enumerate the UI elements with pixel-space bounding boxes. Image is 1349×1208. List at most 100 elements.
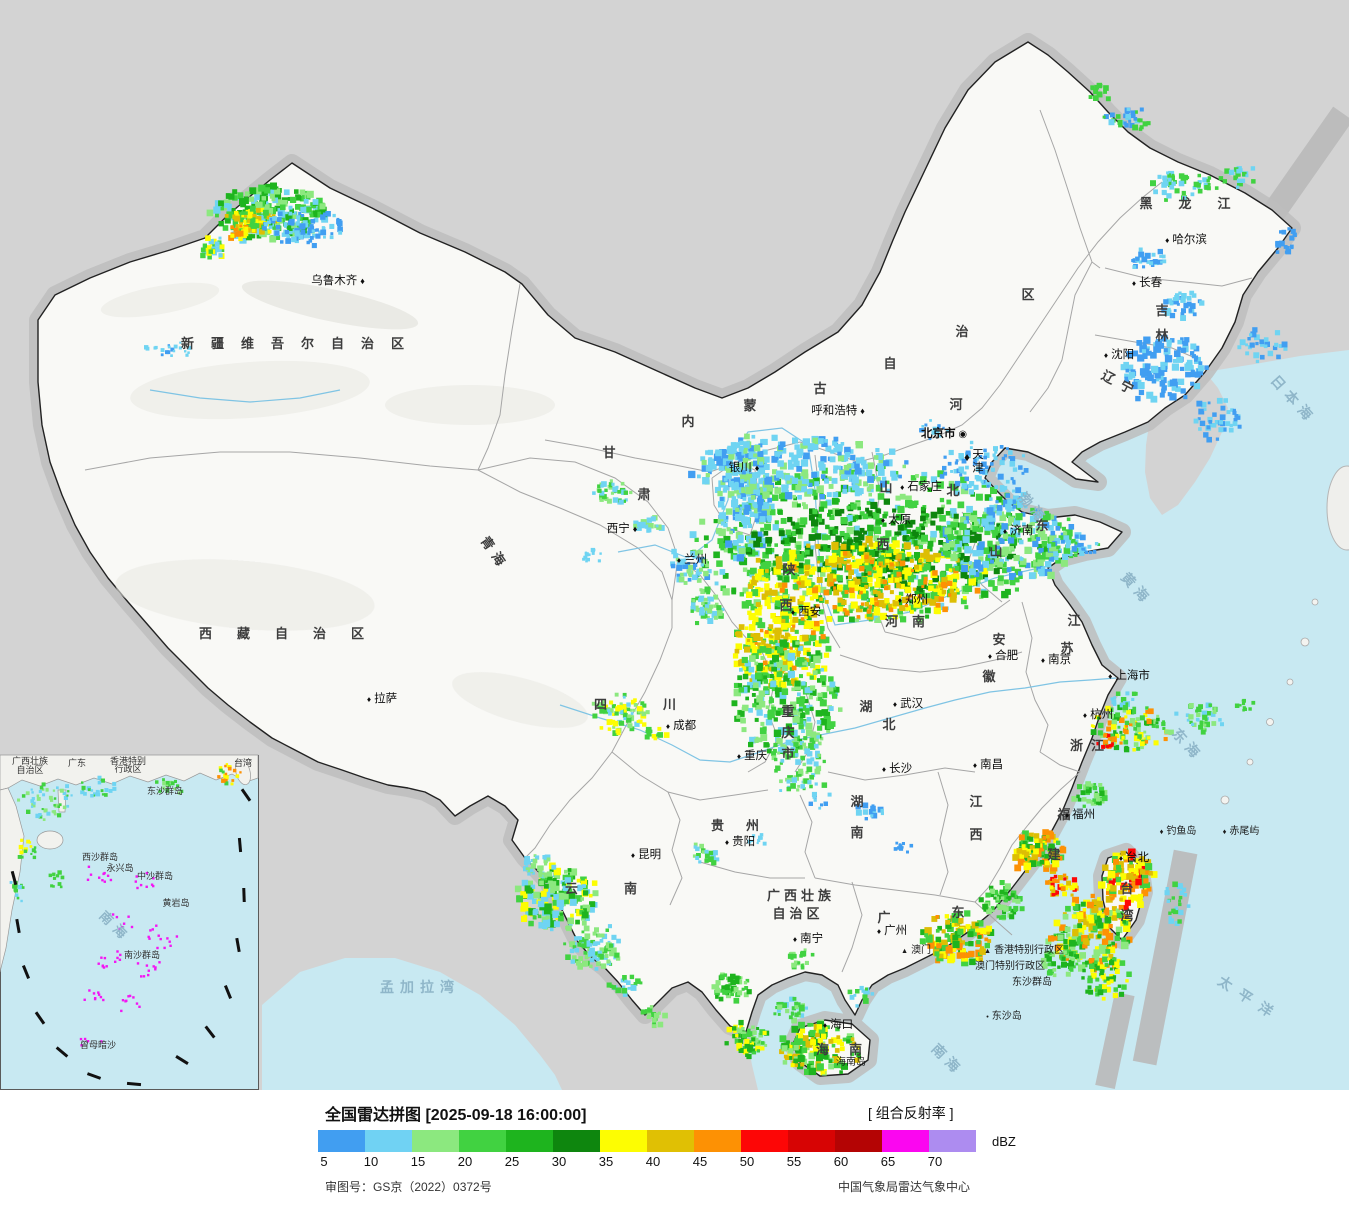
radar-echo-pixel [735,980,740,985]
radar-echo-pixel [771,755,777,761]
radar-echo-pixel [1236,415,1241,420]
radar-echo-pixel [738,710,745,717]
radar-echo-pixel [1214,420,1220,425]
radar-echo-pixel [773,1012,777,1016]
radar-echo-pixel [256,216,262,221]
radar-echo-pixel [839,508,845,514]
radar-echo-pixel [928,585,934,592]
radar-echo-pixel [792,753,795,757]
radar-echo-pixel [696,578,702,583]
radar-echo-pixel [1193,383,1201,390]
radar-echo-pixel [755,672,762,680]
radar-echo-pixel [218,200,224,207]
radar-echo-pixel [861,576,868,583]
radar-echo-pixel [991,526,999,534]
radar-echo-pixel [777,707,785,715]
radar-echo-pixel [604,488,608,492]
radar-echo-pixel [874,475,879,480]
radar-echo-pixel [759,628,764,633]
radar-echo-pixel [796,466,803,472]
radar-echo-pixel [990,559,998,568]
radar-echo-pixel [1175,386,1181,392]
radar-echo-pixel [854,515,859,520]
radar-echo-pixel [808,1060,815,1067]
radar-echo-pixel [754,642,758,645]
radar-echo-pixel [846,1039,851,1044]
radar-echo-pixel [734,715,741,722]
radar-echo-pixel [1142,265,1146,269]
radar-echo-pixel [1028,832,1034,838]
radar-echo-pixel [1150,395,1158,403]
radar-echo-pixel [1161,385,1167,391]
radar-echo-pixel [787,712,792,717]
radar-echo-pixel [800,1062,805,1067]
radar-echo-pixel [616,938,621,944]
radar-echo-pixel [732,498,738,505]
radar-echo-pixel [1175,297,1179,301]
radar-echo-pixel [606,707,611,711]
radar-echo-pixel [864,555,872,563]
radar-echo-pixel [583,951,588,955]
radar-echo-pixel [994,485,999,489]
radar-echo-pixel [706,590,710,595]
radar-echo-pixel [720,546,725,551]
radar-echo-pixel [811,527,817,533]
radar-echo-pixel [1190,351,1195,356]
radar-echo-pixel [647,1007,653,1013]
radar-echo-pixel [609,951,615,957]
radar-echo-pixel [801,1047,808,1053]
radar-echo-pixel [759,587,764,592]
radar-echo-pixel [757,450,764,457]
radar-echo-pixel [897,558,901,562]
radar-echo-pixel [818,697,822,701]
radar-echo-pixel [947,534,954,540]
radar-echo-pixel [652,1017,657,1023]
radar-echo-pixel [1042,840,1047,846]
radar-echo-pixel [872,568,877,574]
radar-echo-pixel [1012,899,1016,903]
radar-echo-pixel [569,941,575,948]
radar-echo-pixel [1014,568,1022,576]
radar-echo-pixel [803,621,811,629]
radar-echo-pixel [923,548,930,556]
radar-echo-pixel [581,916,586,921]
radar-echo-pixel [870,502,876,508]
radar-echo-pixel [819,620,824,624]
radar-echo-pixel [722,488,728,493]
radar-echo-pixel [943,455,947,459]
radar-echo-pixel [228,208,236,215]
radar-echo-pixel [798,618,805,626]
radar-echo-pixel [287,220,293,226]
radar-echo-pixel [851,547,857,553]
radar-echo-pixel [902,570,906,575]
radar-echo-pixel [757,494,763,500]
radar-echo-pixel [828,1059,833,1064]
radar-echo-pixel [650,516,656,522]
radar-echo-pixel [850,516,857,523]
radar-echo-pixel [298,234,304,239]
radar-echo-pixel [238,220,244,225]
radar-echo-pixel [1236,168,1241,174]
radar-echo-pixel [894,561,899,567]
radar-echo-pixel [693,562,698,568]
radar-echo-pixel [969,568,976,576]
radar-echo-pixel [648,729,653,734]
radar-echo-pixel [846,559,851,564]
radar-echo-pixel [778,582,784,588]
radar-echo-pixel [736,714,741,719]
radar-echo-pixel [1008,456,1012,459]
radar-echo-pixel [544,903,552,911]
radar-echo-pixel [838,707,843,712]
radar-echo-pixel [523,866,529,872]
radar-echo-pixel [954,461,958,465]
radar-echo-pixel [733,660,741,668]
radar-echo-pixel [732,506,737,511]
radar-echo-pixel [893,847,898,851]
radar-echo-pixel [1019,557,1024,561]
radar-echo-pixel [1073,924,1078,929]
radar-echo-pixel [1061,539,1065,544]
radar-echo-pixel [699,609,705,616]
radar-echo-pixel [738,534,744,541]
radar-echo-pixel [963,471,967,475]
radar-echo-pixel [1178,173,1185,179]
